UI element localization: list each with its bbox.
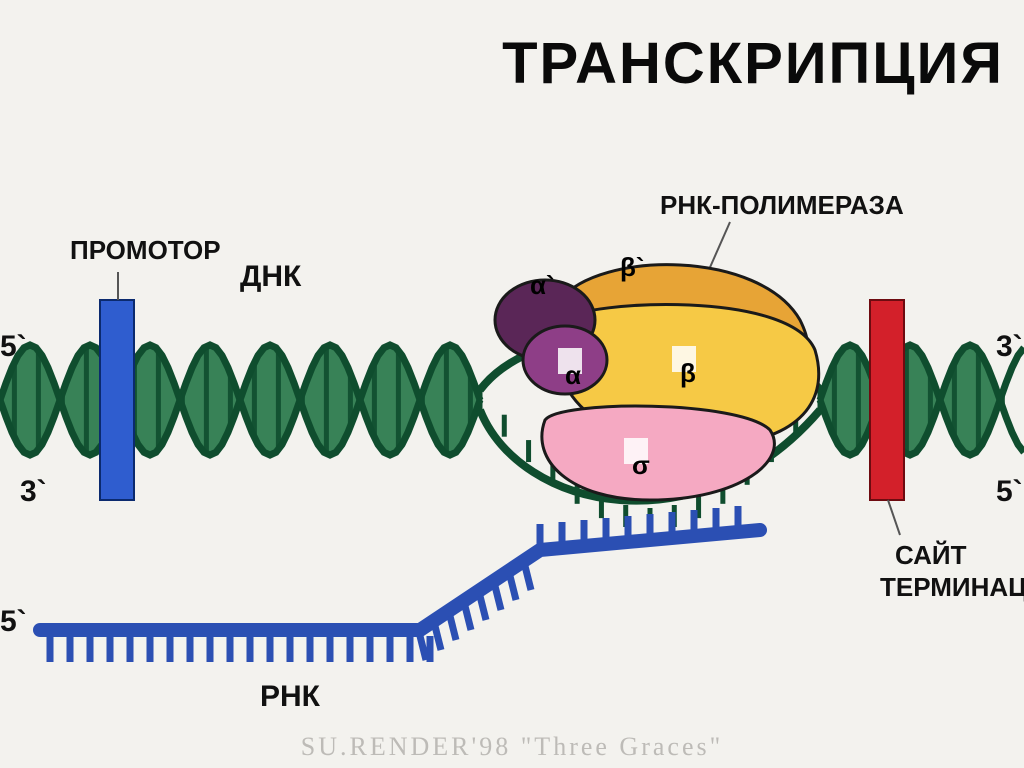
diagram-svg	[0, 0, 1024, 768]
page-title: ТРАНСКРИПЦИЯ	[502, 30, 1004, 97]
label-5-left-top: 5`	[0, 330, 27, 364]
label-dna: ДНК	[240, 260, 301, 294]
watermark: SU.RENDER'98 "Three Graces"	[301, 732, 723, 762]
label-5-rna: 5`	[0, 605, 27, 639]
label-alpha: α	[565, 360, 581, 391]
label-3-left-bot: 3`	[20, 475, 47, 509]
label-3-right-top: 3`	[996, 330, 1023, 364]
diagram-stage: ТРАНСКРИПЦИЯ ПРОМОТОР ДНК РНК-ПОЛИМЕРАЗА…	[0, 0, 1024, 768]
label-rna: РНК	[260, 680, 320, 714]
label-beta: β	[680, 358, 696, 389]
label-5-right-bot: 5`	[996, 475, 1023, 509]
label-alpha-prime: α`	[530, 270, 555, 301]
label-promoter: ПРОМОТОР	[70, 235, 221, 266]
label-sigma: σ	[632, 450, 650, 481]
label-polymerase: РНК-ПОЛИМЕРАЗА	[660, 190, 904, 221]
label-termination-1: САЙТ	[895, 540, 966, 571]
label-beta-prime: β`	[620, 252, 645, 283]
label-termination-2: ТЕРМИНАЦИИ	[880, 572, 1024, 603]
